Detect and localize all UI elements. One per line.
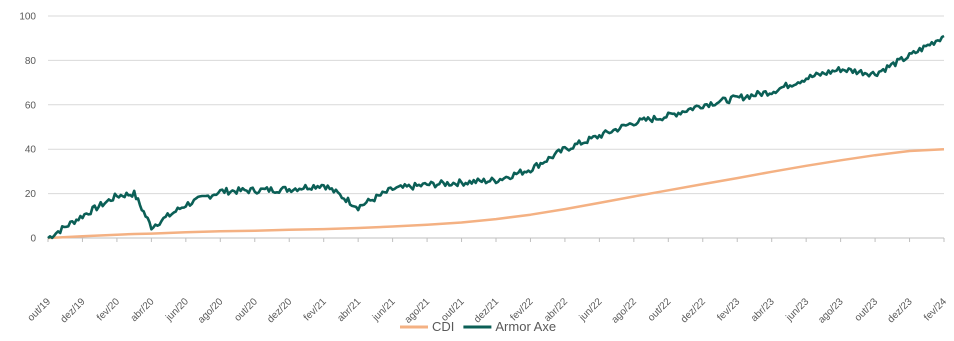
- x-tick-label: fev/24: [922, 296, 949, 323]
- series-lines: [47, 34, 945, 240]
- x-tick-label: out/22: [646, 296, 674, 324]
- y-tick-label: 100: [19, 12, 36, 23]
- x-tick-label: ago/22: [610, 296, 640, 326]
- x-tick-label: out/19: [26, 296, 54, 324]
- y-axis: 0 20 40 60 80 100: [19, 12, 36, 245]
- x-tick-label: abr/23: [749, 296, 777, 324]
- y-tick-label: 0: [30, 234, 36, 245]
- x-tick-label: abr/20: [129, 296, 157, 324]
- y-tick-label: 80: [25, 56, 37, 67]
- x-tick-label: dez/19: [59, 296, 88, 325]
- x-tick-label: ago/21: [403, 296, 433, 326]
- x-tick-label: jun/22: [577, 296, 605, 324]
- x-tick-label: fev/23: [715, 296, 742, 323]
- x-tick-label: ago/23: [816, 296, 846, 326]
- x-tick-label: dez/23: [886, 296, 915, 325]
- x-tick-label: jun/23: [784, 296, 812, 324]
- series-line-armor-axe: [47, 34, 945, 240]
- x-tick-label: fev/20: [95, 296, 122, 323]
- legend: CDI Armor Axe: [400, 319, 556, 334]
- y-tick-label: 40: [25, 145, 37, 156]
- y-tick-label: 60: [25, 100, 37, 111]
- x-tick-label: fev/21: [302, 296, 329, 323]
- legend-label: CDI: [432, 319, 454, 334]
- gridlines: [48, 15, 944, 195]
- y-tick-label: 20: [25, 189, 37, 200]
- x-tick-label: jun/21: [370, 296, 398, 324]
- series-line-cdi: [47, 147, 945, 240]
- x-tick-label: out/20: [232, 296, 260, 324]
- x-tick-label: abr/21: [335, 296, 363, 324]
- x-tick-label: jun/20: [163, 296, 191, 324]
- legend-label: Armor Axe: [495, 319, 556, 334]
- x-tick-label: ago/20: [196, 296, 226, 326]
- x-tick-label: dez/22: [679, 296, 708, 325]
- x-axis: out/19 dez/19 fev/20 abr/20 jun/20 ago/20 out/…: [26, 237, 949, 326]
- x-tick-label: dez/20: [265, 296, 294, 325]
- x-tick-label: out/23: [853, 296, 881, 324]
